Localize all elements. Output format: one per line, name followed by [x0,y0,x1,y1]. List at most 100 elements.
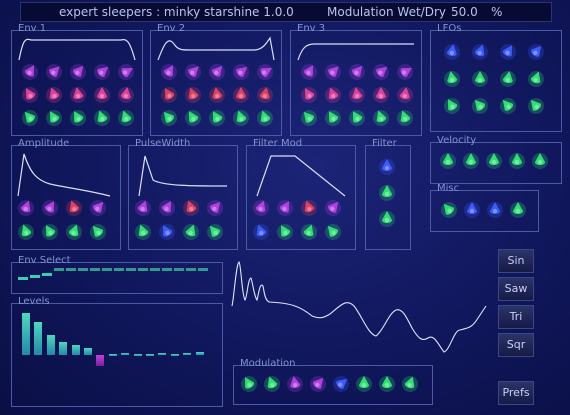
env2-knob-r1-c1[interactable] [183,85,203,105]
filtermod-knob-r0-c1[interactable] [275,198,295,218]
modulation-knob-0[interactable] [239,374,259,394]
env2-knob-r0-c4[interactable] [255,62,275,82]
pulsewidth-knob-r1-c1[interactable] [157,222,177,242]
env3-knob-r1-c0[interactable] [299,85,319,105]
modulation-knob-3[interactable] [308,374,328,394]
pulsewidth-knob-r1-c2[interactable] [181,222,201,242]
level-bar[interactable] [158,353,167,356]
env2-knob-r1-c2[interactable] [207,85,227,105]
env2-curve[interactable] [156,34,276,62]
envselect-step[interactable] [54,268,64,271]
env2-knob-r0-c1[interactable] [183,62,203,82]
filtermod-knob-r0-c2[interactable] [299,198,319,218]
velocity-knob-0[interactable] [438,151,458,171]
amplitude-knob-r1-c2[interactable] [64,222,84,242]
lfo-knob-r0-c0[interactable] [442,42,462,62]
env2-knob-r1-c0[interactable] [159,85,179,105]
misc-knob-3[interactable] [508,200,528,220]
env2-knob-r2-c1[interactable] [183,108,203,128]
env1-knob-r0-c4[interactable] [116,62,136,82]
env3-knob-r0-c2[interactable] [347,62,367,82]
env1-knob-r1-c1[interactable] [44,85,64,105]
lfo-knob-r0-c1[interactable] [470,42,490,62]
env2-knob-r0-c3[interactable] [231,62,251,82]
pulsewidth-curve[interactable] [133,150,233,198]
level-bar[interactable] [34,322,43,355]
modulation-knob-6[interactable] [377,374,397,394]
level-bar[interactable] [108,353,117,356]
filtermod-knob-r1-c1[interactable] [275,222,295,242]
env3-knob-r0-c1[interactable] [323,62,343,82]
pulsewidth-knob-r1-c0[interactable] [133,222,153,242]
env2-knob-r1-c4[interactable] [255,85,275,105]
env2-knob-r2-c2[interactable] [207,108,227,128]
env3-knob-r0-c3[interactable] [371,62,391,82]
level-bar[interactable] [96,355,105,366]
env1-knob-r0-c3[interactable] [92,62,112,82]
level-bar[interactable] [22,313,30,355]
env2-knob-r0-c2[interactable] [207,62,227,82]
lfo-knob-r1-c2[interactable] [498,69,518,89]
velocity-knob-4[interactable] [530,151,550,171]
prefs-button[interactable]: Prefs [498,381,534,405]
lfo-knob-r0-c2[interactable] [498,42,518,62]
env3-knob-r2-c0[interactable] [299,108,319,128]
lfo-knob-r0-c3[interactable] [526,42,546,62]
level-bar[interactable] [146,353,154,356]
env2-knob-r1-c3[interactable] [231,85,251,105]
envselect-step[interactable] [186,268,196,271]
filter-knob-0[interactable] [377,157,397,177]
level-bar[interactable] [59,341,68,355]
env1-knob-r1-c2[interactable] [68,85,88,105]
env2-knob-r0-c0[interactable] [159,62,179,82]
envselect-step[interactable] [42,273,52,276]
env1-knob-r2-c4[interactable] [116,108,136,128]
filtermod-knob-r1-c3[interactable] [323,222,343,242]
env3-curve[interactable] [296,34,416,62]
waveform-display[interactable] [230,258,490,358]
velocity-knob-2[interactable] [484,151,504,171]
envselect-step[interactable] [138,268,148,271]
env3-knob-r2-c1[interactable] [323,108,343,128]
velocity-knob-1[interactable] [461,151,481,171]
lfo-knob-r2-c0[interactable] [442,96,462,116]
env3-knob-r2-c2[interactable] [347,108,367,128]
env1-knob-r0-c2[interactable] [68,62,88,82]
misc-knob-1[interactable] [462,200,482,220]
envselect-step[interactable] [30,275,40,278]
sin-button[interactable]: Sin [498,249,534,273]
envselect-step[interactable] [102,268,112,271]
env3-knob-r1-c1[interactable] [323,85,343,105]
env1-knob-r0-c1[interactable] [44,62,64,82]
env3-knob-r1-c4[interactable] [395,85,415,105]
filtermod-knob-r0-c3[interactable] [323,198,343,218]
env3-knob-r2-c4[interactable] [395,108,415,128]
envselect-step[interactable] [114,268,124,271]
filter-knob-1[interactable] [377,183,397,203]
modulation-knob-7[interactable] [400,374,420,394]
pulsewidth-knob-r0-c3[interactable] [205,198,225,218]
saw-button[interactable]: Saw [498,277,534,301]
filtermod-knob-r1-c2[interactable] [299,222,319,242]
misc-knob-2[interactable] [485,200,505,220]
modulation-knob-2[interactable] [285,374,305,394]
modulation-knob-1[interactable] [262,374,282,394]
filtermod-curve[interactable] [251,150,351,198]
level-bar[interactable] [71,345,80,355]
env1-curve[interactable] [17,34,137,62]
amplitude-knob-r0-c1[interactable] [40,198,60,218]
env1-knob-r2-c0[interactable] [20,108,40,128]
envselect-step[interactable] [198,268,208,271]
wetdry-value[interactable]: 50.0 [451,5,478,19]
pulsewidth-knob-r0-c2[interactable] [181,198,201,218]
env2-knob-r2-c0[interactable] [159,108,179,128]
sqr-button[interactable]: Sqr [498,333,534,357]
level-bar[interactable] [170,354,179,357]
amplitude-knob-r0-c2[interactable] [64,198,84,218]
envselect-step[interactable] [90,268,100,271]
envselect-step[interactable] [66,268,76,271]
level-bar[interactable] [46,335,55,355]
env1-knob-r1-c0[interactable] [20,85,40,105]
level-bar[interactable] [121,353,130,356]
amplitude-knob-r0-c3[interactable] [88,198,108,218]
